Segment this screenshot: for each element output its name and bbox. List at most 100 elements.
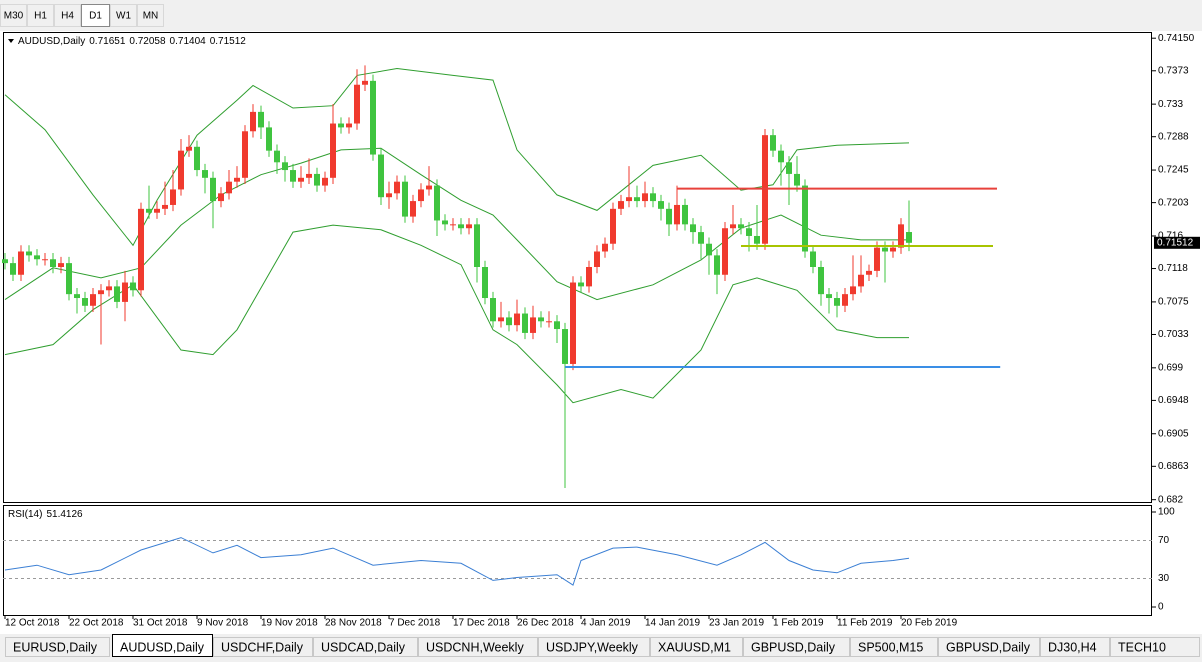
candle-body <box>858 274 864 287</box>
timeframe-button[interactable]: H1 <box>27 4 54 27</box>
toolbar-bg <box>0 0 1202 31</box>
symbol-tab[interactable]: XAUUSD,M1 <box>650 637 743 657</box>
candle-body <box>906 232 912 243</box>
symbol-tab[interactable]: DJ30,H4 <box>1040 637 1110 657</box>
candle-body <box>778 150 784 163</box>
candle-body <box>242 131 248 178</box>
button-label: H4 <box>61 11 74 22</box>
timeframe-button[interactable]: H4 <box>54 4 81 27</box>
candle-body <box>74 294 80 299</box>
rsi-tick-label: 70 <box>1158 535 1170 546</box>
symbol-tab[interactable]: USDCAD,Daily <box>313 637 418 657</box>
candle-body <box>554 321 560 330</box>
candle-body <box>826 294 832 299</box>
candle-body <box>98 290 104 295</box>
close: 0.71512 <box>210 36 247 47</box>
candle-body <box>218 193 224 202</box>
candle-body <box>410 201 416 217</box>
tab-label: USDCHF,Daily <box>221 640 304 654</box>
candle-body <box>754 235 760 244</box>
rsi-value: 51.4126 <box>46 509 83 520</box>
symbol-tab[interactable]: GBPUSD,Daily <box>938 637 1040 657</box>
tab-face <box>743 637 850 657</box>
candle-body <box>522 313 528 333</box>
y-tick-label: 0.7245 <box>1158 165 1189 176</box>
candle-body <box>746 228 752 236</box>
symbol-tab[interactable]: EURUSD,Daily <box>5 637 110 657</box>
symbol-tab[interactable]: TECH10 <box>1110 637 1200 657</box>
tab-face <box>1040 637 1110 657</box>
candle-body <box>674 204 680 225</box>
symbol: AUDUSD,Daily <box>18 36 85 47</box>
chart-window <box>0 31 1202 634</box>
y-tick-label: 0.7203 <box>1158 197 1189 208</box>
symbol-tab[interactable]: USDCNH,Weekly <box>418 637 538 657</box>
candle-body <box>450 224 456 226</box>
candle-body <box>226 181 232 194</box>
button-label: D1 <box>89 11 102 22</box>
candle-body <box>578 282 584 287</box>
candle-body <box>650 193 656 202</box>
candle-body <box>738 224 744 229</box>
tab-label: TECH10 <box>1118 640 1166 654</box>
candle-body <box>794 173 800 186</box>
candle-body <box>490 298 496 322</box>
candle-body <box>442 220 448 225</box>
timeframe-button[interactable]: MN <box>137 4 164 27</box>
y-tick-label: 0.6905 <box>1158 428 1189 439</box>
y-tick-label: 0.74150 <box>1158 33 1195 44</box>
candle-body <box>18 251 24 275</box>
candle-body <box>530 317 536 333</box>
y-tick-label: 0.682 <box>1158 494 1183 505</box>
timeframe-button[interactable]: W1 <box>110 4 137 27</box>
candle-body <box>850 286 856 295</box>
candle-body <box>418 189 424 202</box>
tab-face <box>418 637 538 657</box>
x-tick-label: 1 Feb 2019 <box>773 618 824 629</box>
rsi-title: RSI(14) 51.4126 <box>8 509 83 520</box>
tab-label: USDJPY,Weekly <box>546 640 639 654</box>
symbol-tab[interactable]: GBPUSD,Daily <box>743 637 850 657</box>
symbol-tab[interactable]: AUDUSD,Daily <box>112 634 213 657</box>
button-label: M30 <box>4 11 24 22</box>
candle-body <box>466 224 472 229</box>
x-tick-label: 22 Oct 2018 <box>69 618 124 629</box>
candle-body <box>474 224 480 267</box>
symbol-tab[interactable]: SP500,M15 <box>850 637 938 657</box>
candle-body <box>58 263 64 267</box>
x-tick-label: 4 Jan 2019 <box>581 618 631 629</box>
timeframe-button[interactable]: M30 <box>0 4 27 27</box>
button-face <box>54 4 81 27</box>
candle-body <box>114 286 120 302</box>
candle-body <box>514 313 520 326</box>
price-marker <box>1154 236 1200 249</box>
candle-body <box>10 263 16 275</box>
candle-body <box>682 204 688 225</box>
candle-body <box>202 170 208 178</box>
y-tick-label: 0.699 <box>1158 362 1183 373</box>
tab-label: GBPUSD,Daily <box>946 640 1031 654</box>
candle-body <box>482 267 488 299</box>
y-tick-label: 0.7118 <box>1158 263 1188 274</box>
button-face <box>137 4 164 27</box>
high: 0.72058 <box>129 36 166 47</box>
symbol-tab[interactable]: USDJPY,Weekly <box>538 637 650 657</box>
chart-title: AUDUSD,Daily 0.71651 0.72058 0.71404 0.71512 <box>18 36 246 47</box>
candle-body <box>322 177 328 186</box>
candle-body <box>594 251 600 267</box>
candle-body <box>538 317 544 322</box>
x-tick-label: 19 Nov 2018 <box>261 618 318 629</box>
tab-face <box>850 637 938 657</box>
candle-body <box>42 259 48 261</box>
symbol-tab[interactable]: USDCHF,Daily <box>213 637 313 657</box>
candle-body <box>786 162 792 174</box>
timeframe-button[interactable]: D1 <box>81 4 110 27</box>
candle-body <box>802 185 808 252</box>
tab-label: DJ30,H4 <box>1048 640 1097 654</box>
candle-body <box>362 80 368 85</box>
tab-face <box>313 637 418 657</box>
menu-arrow <box>8 39 14 43</box>
candle-body <box>130 282 136 291</box>
candle-body <box>562 329 568 364</box>
candle-body <box>810 251 816 267</box>
